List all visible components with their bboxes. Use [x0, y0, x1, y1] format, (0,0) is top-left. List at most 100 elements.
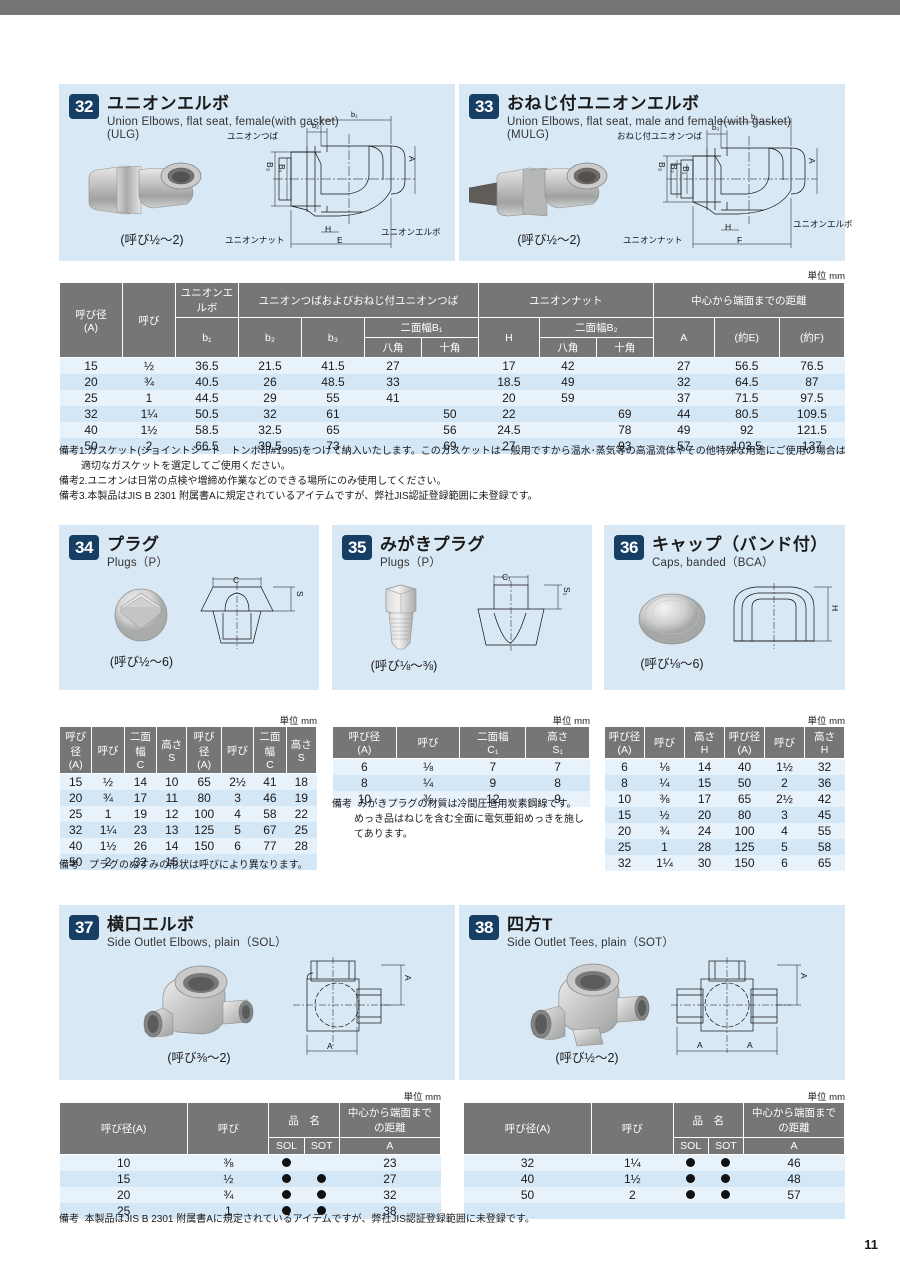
th-dia-left: 呼び径 (A): [58, 726, 93, 774]
cell-A: 27: [653, 357, 715, 374]
cell-dia: 8: [604, 775, 645, 791]
th-product-name: 品 名: [268, 1102, 340, 1138]
cell-nom: 1¼: [91, 822, 125, 838]
cell-b1-dec: 69: [421, 438, 479, 454]
cell-nom2: 3: [221, 790, 254, 806]
cell-dia2: [186, 854, 222, 870]
table-row: 15 ½ 20 80 3 45: [604, 807, 845, 823]
panel-section-34: 34 プラグ Plugs（P） (呼び½～6): [59, 525, 319, 690]
th-F: (約F): [778, 317, 846, 358]
cell-sol: [673, 1171, 709, 1187]
cell-c: 26: [124, 838, 157, 854]
panel-section-33: 33 おねじ付ユニオンエルボ Union Elbows, flat seat, …: [459, 84, 853, 261]
section-34-header: 34 プラグ Plugs（P）: [59, 525, 319, 570]
section-37-titles: 横口エルボ Side Outlet Elbows, plain（SOL）: [107, 915, 287, 950]
cell-E: 71.5: [714, 390, 780, 406]
cell-nom: 2: [91, 854, 125, 870]
cell-nom: 2: [122, 438, 176, 454]
cell-A: 44: [653, 406, 715, 422]
cell-nom2: 4: [221, 806, 254, 822]
th-dia: 呼び径(A): [462, 1102, 593, 1155]
table-row: 25 1 44.5 29 55 41 20 59 37 71.5 97.5: [59, 390, 845, 406]
plug-table-note: 備考 プラグのぬすみの形状は呼びにより異なります。: [59, 860, 308, 871]
th-union-nut-group: ユニオンナット: [477, 282, 654, 318]
plug-table-header: 呼び径 (A) 呼び 二面幅 C 高さ S 呼び径 (A) 呼び 二面幅 C 高さ S: [58, 726, 318, 774]
note-first-line: 備考 みがきプラグの材質は冷間圧造用炭素鋼線です。: [332, 797, 604, 812]
th-h-left: 高さ H: [684, 726, 725, 759]
cell-c2: 67: [253, 822, 287, 838]
size-range-38: (呼び½～2): [555, 1051, 619, 1065]
note-label: 備考2.: [59, 476, 88, 487]
sol-dot: [686, 1190, 696, 1199]
cell-H: 24.5: [478, 422, 540, 438]
cell-h: 17: [684, 791, 725, 807]
cell-s: 11: [156, 790, 187, 806]
section-number-badge: 36: [614, 535, 644, 560]
drawing-label-union-nut: ユニオンナット: [623, 235, 683, 245]
th-across-flats-b2: 二面幅B₂: [538, 317, 654, 338]
sol-dot: [686, 1158, 696, 1167]
drawing-label-union-nut: ユニオンナット: [225, 235, 285, 245]
cell-s2: 28: [286, 838, 317, 854]
cell-H: 27: [478, 438, 540, 454]
cell-dia2: 50: [724, 775, 765, 791]
cell-dia: 25: [59, 806, 92, 822]
cell-c1: 9: [459, 775, 526, 791]
section-number-badge: 32: [69, 94, 99, 119]
cell-A: 46: [743, 1154, 845, 1171]
cap-table-unit: 単位 mm: [807, 716, 845, 727]
th-b2-decagon: 十角: [595, 337, 654, 358]
cell-nom: ½: [122, 357, 176, 374]
final-note-text: 本製品はJIS B 2301 附属書Aに規定されているアイテムですが、弊社JIS…: [84, 1214, 535, 1225]
cell-b2-oct: 59: [539, 390, 597, 406]
table-header-row-2: b₁ b₂ b₃ 二面幅B₁ H 二面幅B₂ A (約E) (約F): [60, 317, 846, 358]
cell-dia: 40: [59, 422, 123, 438]
final-note-label: 備考: [59, 1214, 79, 1225]
th-dia-right: 呼び径 (A): [724, 726, 765, 759]
th-b3: b₃: [300, 317, 366, 358]
table-header-row-3: 八角 十角 八角 十角: [60, 337, 845, 358]
cell-E: 103.5: [714, 438, 780, 454]
section-35-titles: みがきプラグ Plugs（P）: [380, 535, 485, 570]
product-photo-33: [469, 144, 629, 228]
size-range-36: (呼び⅛～6): [640, 657, 704, 671]
cell-s: 12: [156, 806, 187, 822]
section-jp-title: 四方T: [507, 915, 553, 934]
section-36-header: 36 キャップ（バンド付） Caps, banded（BCA）: [604, 525, 845, 570]
th-b2-octagon: 八角: [538, 337, 597, 358]
cell-b1-oct: [364, 406, 422, 422]
th-nom: 呼び: [591, 1102, 674, 1155]
section-38-titles: 四方T Side Outlet Tees, plain（SOT）: [507, 915, 674, 950]
technical-drawing-33: b₁ b₃ おねじ付ユニオンつば ユニオンナット ユニオンエルボ B₃ B₂ B…: [617, 106, 853, 256]
cell-nom2: 6: [221, 838, 254, 854]
cell-nom: ⅛: [396, 758, 460, 775]
table-row: 6 ⅛ 7 7: [332, 758, 590, 775]
cell-c1: 12: [459, 791, 526, 807]
th-sot: SOT: [303, 1137, 340, 1155]
section-en-title: Union Elbows, flat seat, male and female…: [507, 115, 792, 128]
cell-s2: 25: [286, 822, 317, 838]
cell-s1: 9: [525, 791, 590, 807]
section-en-subtitle: (ULG): [107, 128, 140, 141]
th-nom: 呼び: [395, 726, 461, 759]
section-en-title: Plugs（P）: [380, 556, 442, 569]
panel-section-37: 37 横口エルボ Side Outlet Elbows, plain（SOL）: [59, 905, 455, 1080]
th-dia: 呼び径(A): [58, 1102, 189, 1155]
section-number-badge: 34: [69, 535, 99, 560]
drawing-label-S: S: [295, 591, 305, 597]
svg-text:b₁: b₁: [751, 112, 758, 121]
cell-b2-oct: [539, 406, 597, 422]
drawing-label-A: A: [807, 158, 817, 164]
section-en-title: Side Outlet Tees, plain（SOT）: [507, 936, 675, 949]
cell-s: 10: [156, 773, 187, 790]
cell-E: 80.5: [714, 406, 780, 422]
cell-nom: 1: [122, 390, 176, 406]
cell-h2: 36: [804, 775, 845, 791]
size-range-34: (呼び½～6): [109, 655, 174, 669]
section-jp-title: ユニオンエルボ: [107, 94, 230, 113]
cell-sot: [304, 1154, 340, 1171]
cell-nom: ¾: [122, 374, 176, 390]
drawing-label-A-vertical: A: [799, 973, 809, 979]
cell-h2: 42: [804, 791, 845, 807]
th-c-right: 二面幅 C: [253, 726, 287, 774]
